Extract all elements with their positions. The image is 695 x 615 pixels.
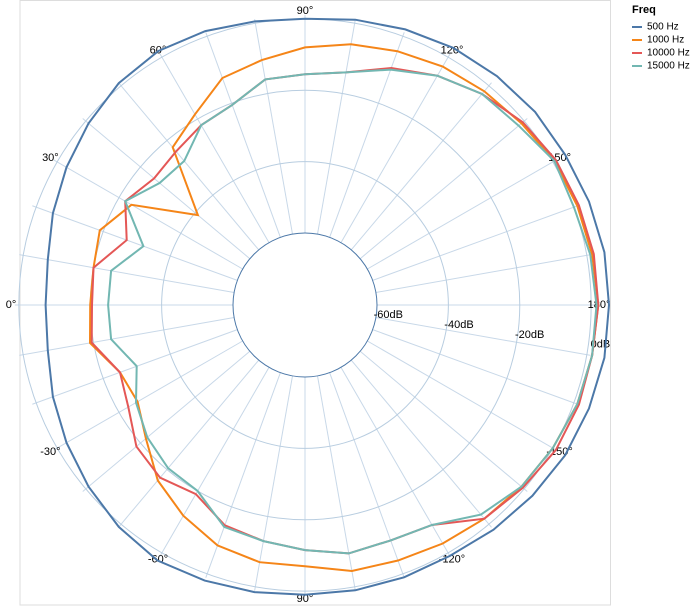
spoke: [317, 19, 356, 235]
spoke: [359, 118, 528, 260]
spoke: [367, 159, 557, 270]
series-line: [107, 68, 598, 555]
spoke: [32, 205, 238, 281]
legend-title: Freq: [632, 4, 656, 16]
spoke: [340, 53, 451, 243]
spoke: [32, 329, 238, 405]
theta-tick-label: 0°: [6, 299, 17, 311]
spoke: [350, 359, 492, 528]
spoke: [350, 82, 492, 251]
r-tick-label: -20dB: [515, 329, 544, 341]
legend-label: 10000 Hz: [647, 48, 690, 59]
spoke: [118, 359, 260, 528]
spoke: [340, 367, 451, 557]
spoke: [329, 32, 405, 238]
spoke: [205, 32, 281, 238]
theta-tick-label: -120°: [439, 554, 465, 566]
spoke: [159, 53, 270, 243]
spoke: [372, 205, 578, 281]
spoke: [205, 372, 281, 578]
theta-tick-label: 120°: [441, 44, 464, 56]
theta-tick-label: 90°: [297, 5, 314, 17]
spoke: [329, 372, 405, 578]
spoke: [53, 340, 243, 451]
spoke: [367, 340, 557, 451]
theta-tick-label: 30°: [42, 152, 59, 164]
plot-frame: [19, 0, 611, 606]
spoke: [375, 317, 591, 356]
spoke: [359, 350, 528, 492]
r-tick-label: -40dB: [444, 319, 473, 331]
r-tick-label: -60dB: [374, 309, 403, 321]
spoke: [317, 375, 356, 591]
spoke: [82, 350, 251, 492]
legend-label: 500 Hz: [647, 22, 679, 33]
spoke: [159, 367, 270, 557]
spoke: [53, 159, 243, 270]
spoke: [118, 82, 260, 251]
spoke: [254, 19, 293, 235]
ring: [161, 161, 449, 449]
theta-tick-label: -30°: [40, 446, 60, 458]
spoke: [254, 375, 293, 591]
legend-label: 15000 Hz: [647, 61, 690, 72]
spoke: [372, 329, 578, 405]
spoke: [19, 317, 235, 356]
spoke: [19, 254, 235, 293]
series-line: [88, 43, 600, 573]
spoke: [82, 118, 251, 260]
spoke: [375, 254, 591, 293]
legend-label: 1000 Hz: [647, 35, 684, 46]
theta-tick-label: 90°: [297, 593, 314, 605]
series-line: [44, 17, 611, 596]
ring: [232, 232, 378, 378]
